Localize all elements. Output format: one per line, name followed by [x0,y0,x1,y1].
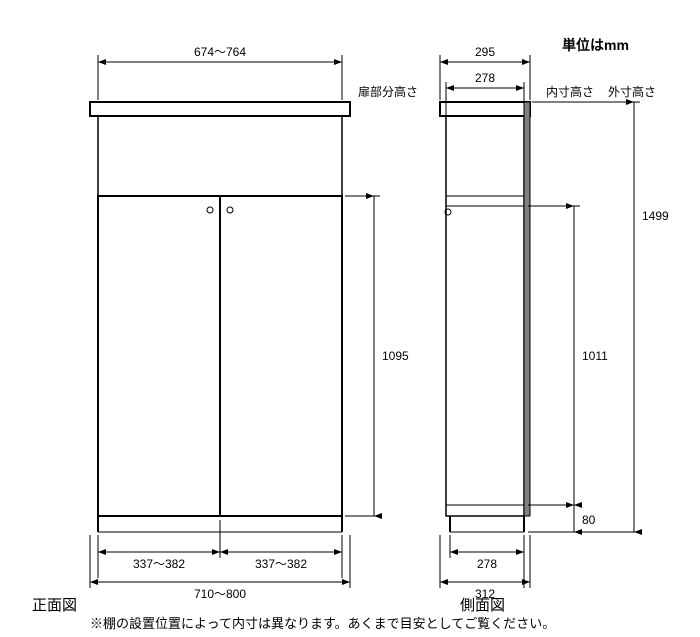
side-inner-height-caption: 内寸高さ [546,84,594,99]
front-knob-right [227,207,233,213]
side-top-panel [440,102,530,116]
unit-label: 単位はmm [562,37,629,53]
dim-side-base-height-label: 80 [582,513,596,527]
footnote: ※棚の設置位置によって内寸は異なります。あくまで目安としてご覧ください。 [90,616,555,631]
dim-side-outer-height-label: 1499 [642,209,669,223]
dim-side-inner-depth-label: 278 [475,71,495,85]
front-top-panel [90,102,350,116]
front-open-shelf [98,116,342,196]
dim-side-inner-height-label: 1011 [582,349,608,363]
dim-side-bottom-inner-label: 278 [477,557,497,571]
side-body [446,116,524,516]
front-view: 674～764 扉部分高さ 1095 337～382 337～382 710～8… [32,45,418,614]
dim-front-left-door-label: 337～382 [133,557,185,571]
side-view-title: 側面図 [460,597,505,614]
front-door-height-caption: 扉部分高さ [358,84,418,99]
dim-front-total-width-label: 710～800 [194,587,246,601]
dim-front-right-door-label: 337～382 [255,557,307,571]
side-back-panel [524,102,530,516]
dim-front-door-height-label: 1095 [382,349,409,363]
side-view: 単位はmm 295 278 内寸高さ 外寸高さ 1499 [440,37,669,614]
front-knob-left [207,207,213,213]
front-view-title: 正面図 [32,597,77,614]
dim-front-top-width-label: 674～764 [194,45,246,59]
side-outer-height-caption: 外寸高さ [608,84,656,99]
dim-side-top-depth-label: 295 [475,45,495,59]
